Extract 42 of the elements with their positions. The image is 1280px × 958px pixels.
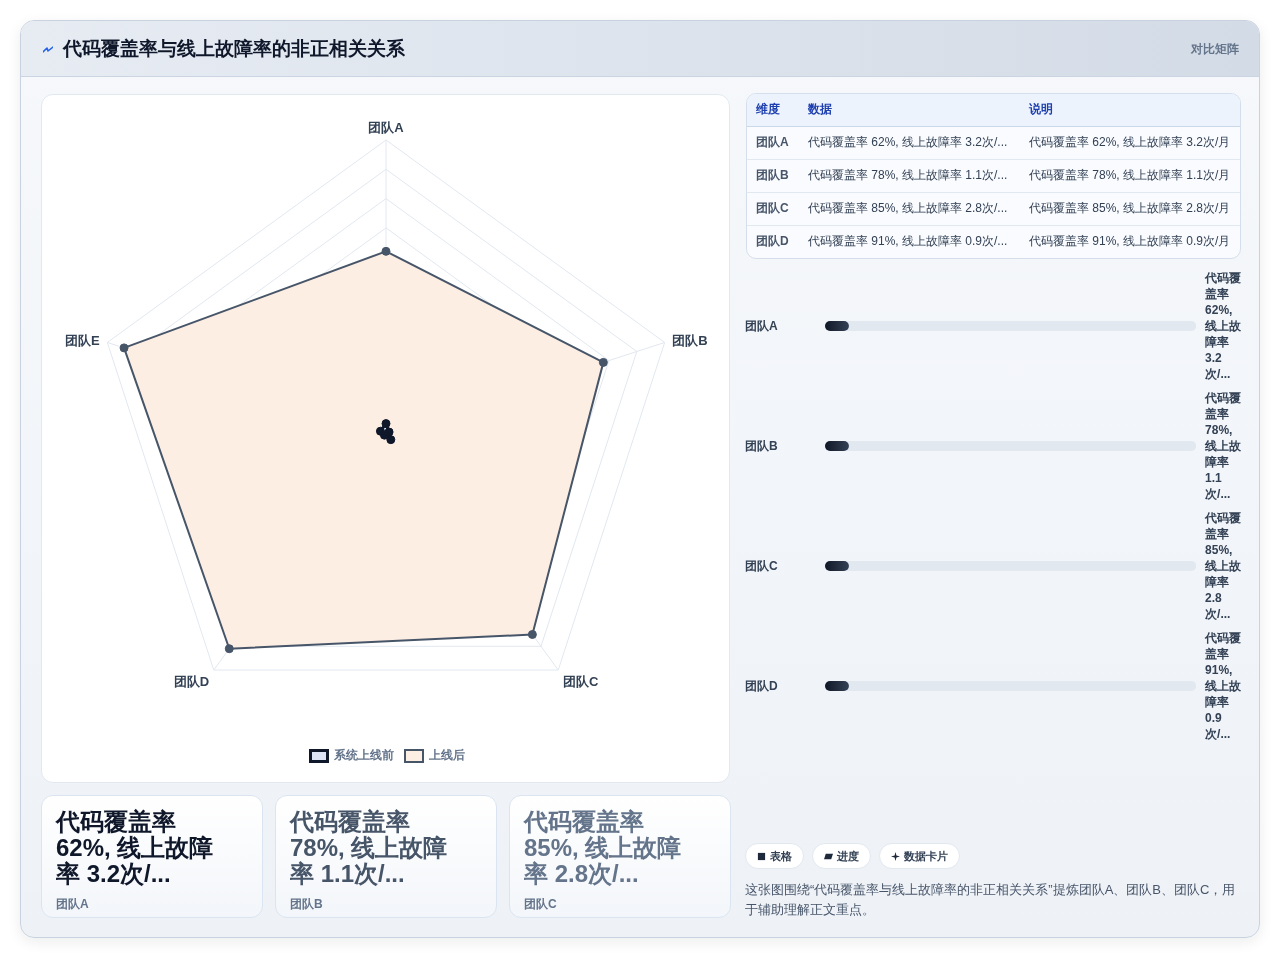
text: 代码覆盖率与线上故障率的非正相关关系: [63, 37, 405, 61]
category-label: 团队A: [756, 135, 789, 149]
text: 这张图围绕“代码覆盖率与线上故障率的非正相关关系”提炼团队A、团队B、团队C，用于辅助理解正文重点。: [745, 881, 1237, 919]
text: 代码覆盖率 78%, 线上故障率 1.1次/...: [808, 168, 1008, 182]
text: 代码覆盖率 91%, 线上故障率 0.9次/...: [1205, 630, 1243, 742]
category-label: 说明: [1020, 94, 1240, 126]
text: 代码覆盖率 85%, 线上故障率 2.8次/...: [1205, 510, 1243, 622]
category-label: 数据: [799, 94, 1020, 126]
category-label: 团队B: [756, 168, 789, 182]
legend-label: 上线后: [428, 747, 465, 764]
text: 对比矩阵: [1191, 41, 1239, 57]
category-label: 团队A: [745, 317, 779, 335]
spoke-label: 团队D: [173, 673, 210, 689]
category-label: 团队C: [524, 896, 558, 913]
text: 代码覆盖率 62%, 线上故障率 3.2次/...: [808, 135, 1008, 149]
text: 代码覆盖率 62%, 线上故障率 3.2次/月: [1029, 135, 1231, 149]
category-label: 团队A: [56, 896, 90, 913]
spoke-label: 团队C: [562, 673, 599, 689]
text: 代码覆盖率 85%, 线上故障率 2.8次/...: [808, 201, 1008, 215]
category-label: 数据卡片: [904, 848, 948, 864]
text: 代码覆盖率 78%, 线上故障率 1.1次/...: [1205, 390, 1243, 502]
text: 代码覆盖率 62%, 线上故障率 3.2次/...: [56, 808, 215, 887]
category-label: 表格: [770, 848, 792, 864]
category-label: 进度: [837, 848, 859, 864]
text: 代码覆盖率 78%, 线上故障率 1.1次/月: [1029, 168, 1231, 182]
text: 代码覆盖率 85%, 线上故障率 2.8次/...: [524, 808, 683, 887]
category-label: 团队C: [756, 201, 789, 215]
spoke-label: 团队A: [368, 120, 405, 135]
text: 代码覆盖率 85%, 线上故障率 2.8次/月: [1029, 201, 1231, 215]
category-label: 团队D: [745, 677, 779, 695]
text: 代码覆盖率 91%, 线上故障率 0.9次/...: [808, 234, 1008, 249]
text: 代码覆盖率 78%, 线上故障率 1.1次/...: [290, 808, 449, 887]
text: 代码覆盖率 91%, 线上故障率 0.9次/月: [1029, 234, 1231, 249]
text: 代码覆盖率 62%, 线上故障率 3.2次/...: [1205, 270, 1243, 382]
category-label: 团队D: [756, 234, 789, 249]
spoke-label: 团队B: [672, 332, 708, 348]
category-label: 团队B: [745, 437, 779, 455]
spoke-label: 团队E: [65, 332, 101, 348]
category-label: 团队B: [290, 896, 324, 913]
legend-label: 系统上线前: [333, 747, 394, 764]
category-label: 团队C: [745, 557, 779, 575]
category-label: 维度: [747, 94, 799, 126]
